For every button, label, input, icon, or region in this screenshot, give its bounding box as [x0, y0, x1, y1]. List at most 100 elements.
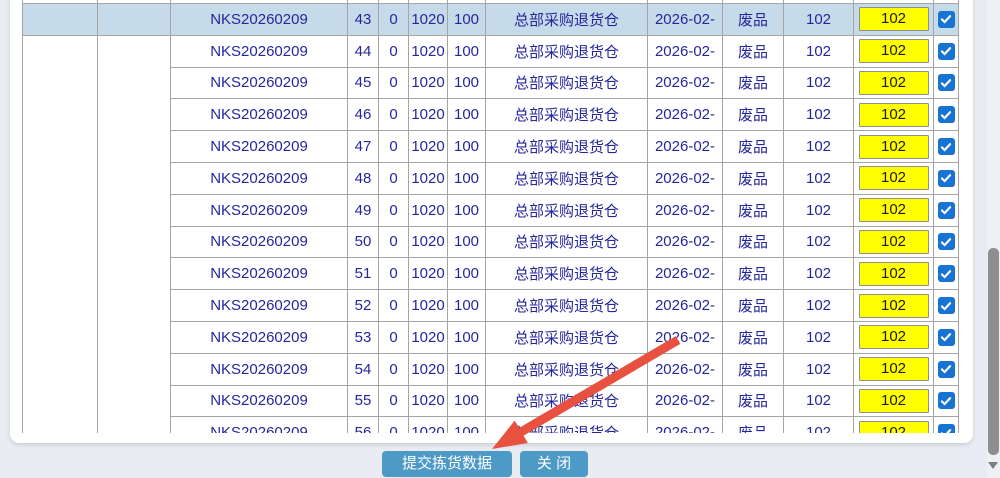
- check-icon: [940, 15, 952, 24]
- check-icon: [940, 365, 952, 374]
- row-checkbox[interactable]: [937, 74, 955, 92]
- status-cell: 废品: [722, 34, 784, 68]
- checkbox-cell: [933, 130, 959, 163]
- submit-pick-data-button[interactable]: 提交拣货数据: [382, 451, 512, 477]
- qty-d-cell: 102: [783, 34, 854, 68]
- seq-cell: 44: [347, 34, 379, 68]
- qty-d-cell: 102: [783, 193, 854, 227]
- group-cell-empty: [97, 34, 171, 433]
- date-cell: 2026-02-: [647, 34, 723, 68]
- pick-qty-input[interactable]: 102: [858, 70, 929, 95]
- date-cell: 2026-02-: [647, 66, 723, 100]
- checkbox-cell: [933, 416, 959, 433]
- seq-cell: 45: [347, 66, 379, 100]
- qty-c-cell: 100: [447, 161, 486, 195]
- status-cell: 废品: [722, 384, 784, 418]
- qty-c-cell: 100: [447, 225, 486, 259]
- doc-no-cell: NKS20260209: [170, 416, 348, 433]
- qty-a-cell: 0: [378, 289, 409, 322]
- pick-qty-input[interactable]: 102: [858, 293, 929, 318]
- check-icon: [940, 269, 952, 279]
- pick-qty-input[interactable]: 102: [858, 102, 929, 127]
- pick-qty-cell: 102: [853, 416, 934, 433]
- check-icon: [940, 333, 952, 342]
- qty-b-cell: 1020: [408, 98, 448, 132]
- pick-qty-input[interactable]: 102: [858, 166, 929, 191]
- row-checkbox[interactable]: [937, 201, 955, 219]
- pick-qty-input[interactable]: 102: [858, 229, 929, 254]
- checkbox-cell: [933, 289, 959, 322]
- row-checkbox[interactable]: [937, 424, 955, 433]
- pick-qty-cell: 102: [853, 289, 934, 322]
- qty-d-cell: 102: [783, 3, 854, 36]
- doc-no-cell: NKS20260209: [170, 3, 348, 36]
- qty-a-cell: 0: [378, 225, 409, 259]
- scrollbar-thumb[interactable]: [988, 248, 999, 455]
- date-cell: 2026-02-: [647, 161, 723, 195]
- pick-qty-input[interactable]: 102: [858, 7, 929, 32]
- date-cell: 2026-02-: [647, 289, 723, 322]
- pick-qty-cell: 102: [853, 193, 934, 227]
- date-cell: 2026-02-: [647, 352, 723, 386]
- pick-qty-input[interactable]: 102: [858, 325, 929, 350]
- pick-qty-input[interactable]: 102: [858, 39, 929, 64]
- row-checkbox[interactable]: [937, 265, 955, 283]
- table-row: NKS20260209 47 0 1020 100 总部采购退货仓 2026-0…: [23, 130, 959, 163]
- date-cell: 2026-02-: [647, 3, 723, 36]
- status-cell: 废品: [722, 98, 784, 132]
- table-row: NKS20260209 44 0 1020 100 总部采购退货仓 2026-0…: [22, 34, 959, 433]
- table-row: NKS20260209 52 0 1020 100 总部采购退货仓 2026-0…: [23, 289, 959, 322]
- pick-qty-input[interactable]: 102: [858, 357, 929, 382]
- close-button[interactable]: 关 闭: [520, 451, 588, 477]
- pick-qty-input[interactable]: 102: [858, 261, 929, 286]
- qty-d-cell: 102: [783, 161, 854, 195]
- pick-qty-input[interactable]: 102: [858, 198, 929, 223]
- qty-b-cell: 1020: [408, 130, 448, 163]
- doc-no-cell: NKS20260209: [170, 161, 348, 195]
- qty-d-cell: 102: [783, 416, 854, 433]
- row-checkbox[interactable]: [937, 138, 955, 156]
- row-checkbox[interactable]: [937, 42, 955, 60]
- row-checkbox[interactable]: [937, 233, 955, 251]
- picking-table-wrap: NKS20260209 43 0 1020 100 总部采购退货仓 2026-0…: [22, 0, 960, 433]
- pick-qty-input[interactable]: 102: [858, 420, 929, 433]
- qty-a-cell: 0: [378, 3, 409, 36]
- qty-b-cell: 1020: [408, 384, 448, 418]
- scrollbar-down-arrow-icon[interactable]: [988, 462, 998, 469]
- row-checkbox[interactable]: [937, 10, 955, 28]
- warehouse-cell: 总部采购退货仓: [485, 257, 648, 291]
- warehouse-cell: 总部采购退货仓: [485, 34, 648, 68]
- warehouse-cell: 总部采购退货仓: [485, 193, 648, 227]
- qty-d-cell: 102: [783, 225, 854, 259]
- status-cell: 废品: [722, 289, 784, 322]
- checkbox-cell: [933, 3, 959, 36]
- seq-cell: 46: [347, 98, 379, 132]
- row-checkbox[interactable]: [937, 169, 955, 187]
- qty-b-cell: 1020: [408, 320, 448, 354]
- qty-d-cell: 102: [783, 66, 854, 100]
- qty-d-cell: 102: [783, 257, 854, 291]
- row-checkbox[interactable]: [937, 392, 955, 410]
- pick-qty-input[interactable]: 102: [858, 388, 929, 413]
- check-icon: [940, 110, 952, 120]
- row-checkbox[interactable]: [937, 106, 955, 124]
- row-checkbox[interactable]: [937, 328, 955, 346]
- warehouse-cell: 总部采购退货仓: [485, 320, 648, 354]
- status-cell: 废品: [722, 257, 784, 291]
- check-icon: [940, 79, 952, 88]
- warehouse-cell: 总部采购退货仓: [485, 130, 648, 163]
- qty-b-cell: 1020: [408, 161, 448, 195]
- qty-c-cell: 100: [447, 98, 486, 132]
- row-checkbox[interactable]: [937, 297, 955, 315]
- pick-qty-input[interactable]: 102: [858, 134, 929, 159]
- qty-a-cell: 0: [378, 66, 409, 100]
- table-row: NKS20260209 45 0 1020 100 总部采购退货仓 2026-0…: [23, 66, 959, 100]
- doc-no-cell: NKS20260209: [170, 34, 348, 68]
- warehouse-cell: 总部采购退货仓: [485, 66, 648, 100]
- pick-qty-cell: 102: [853, 225, 934, 259]
- vertical-scrollbar[interactable]: [987, 0, 1000, 478]
- date-cell: 2026-02-: [647, 257, 723, 291]
- row-checkbox[interactable]: [937, 360, 955, 378]
- qty-c-cell: 100: [447, 257, 486, 291]
- qty-c-cell: 100: [447, 384, 486, 418]
